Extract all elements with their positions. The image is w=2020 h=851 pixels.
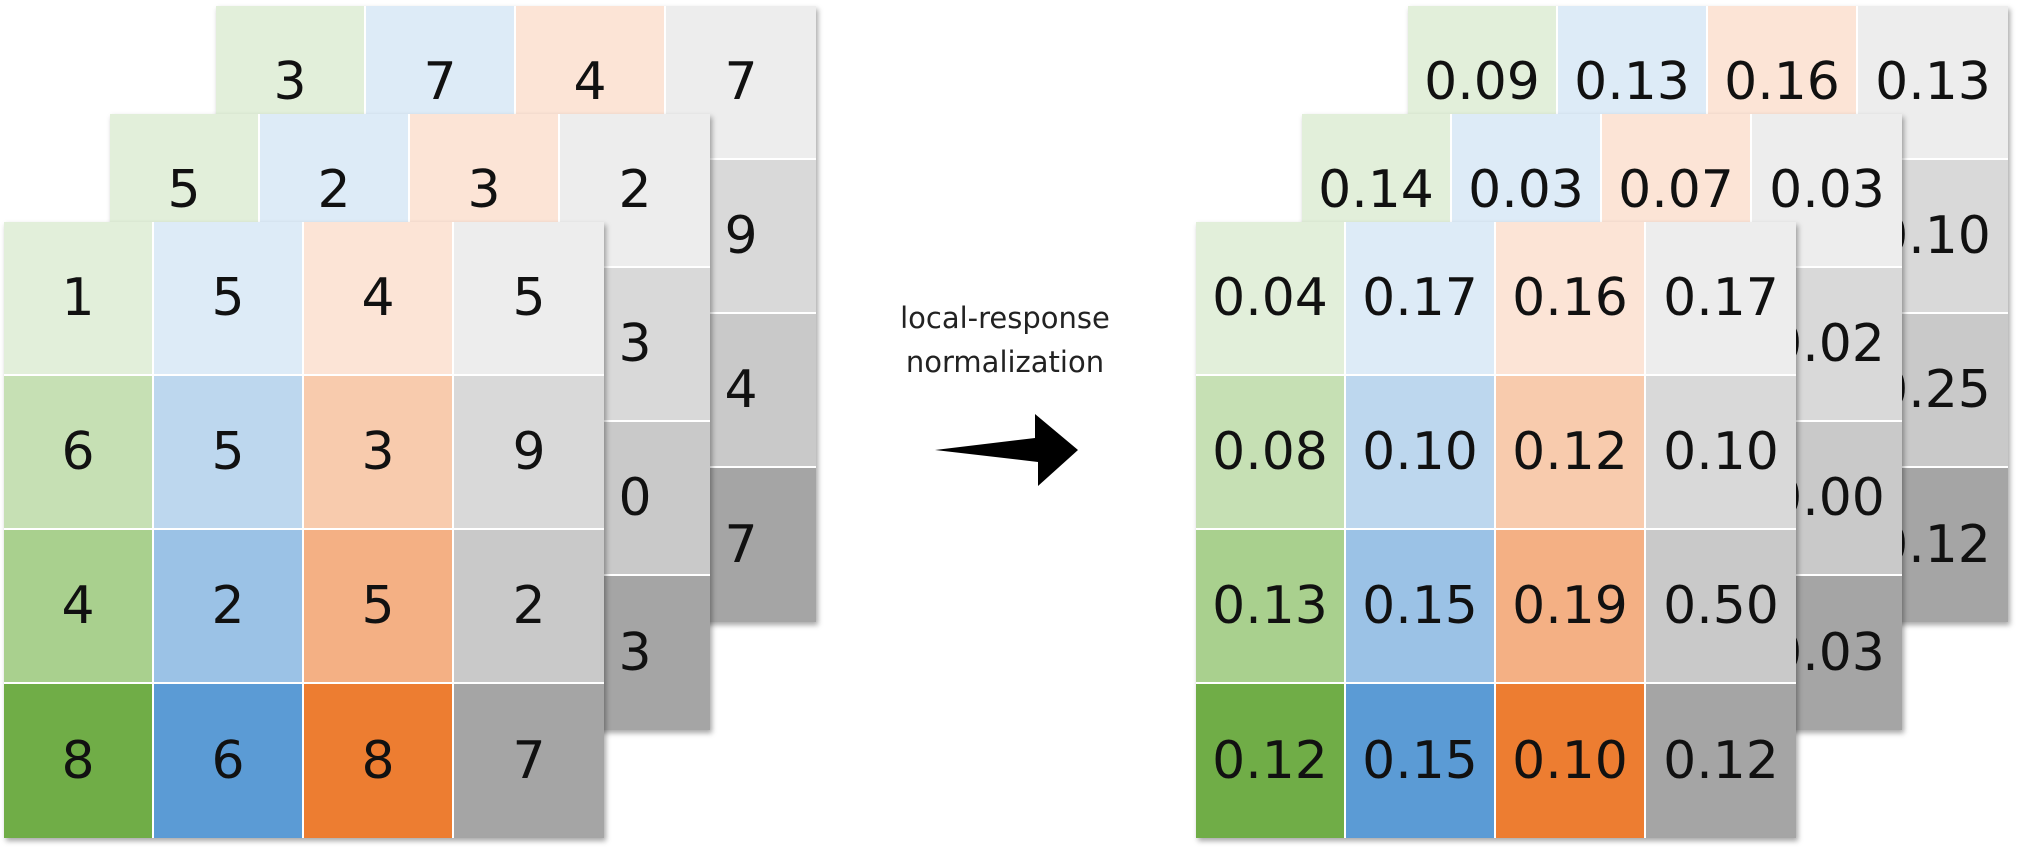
matrix-cell: 0.10 <box>1346 376 1496 530</box>
operation-label: local-response normalization <box>870 296 1140 384</box>
matrix-cell: 0.12 <box>1496 376 1646 530</box>
matrix-cell: 5 <box>454 222 604 376</box>
matrix-cell: 4 <box>4 530 154 684</box>
matrix-cell: 5 <box>154 222 304 376</box>
matrix-cell: 0.04 <box>1196 222 1346 376</box>
matrix-cell: 6 <box>4 376 154 530</box>
matrix-cell: 2 <box>154 530 304 684</box>
matrix-cell: 8 <box>4 684 154 838</box>
matrix-cell: 0.15 <box>1346 684 1496 838</box>
matrix-cell: 0.13 <box>1196 530 1346 684</box>
matrix-cell: 4 <box>304 222 454 376</box>
matrix-cell: 7 <box>454 684 604 838</box>
output-channel-front: 0.04 0.17 0.16 0.17 0.08 0.10 0.12 0.10 0.13 0.15… <box>1196 222 1796 838</box>
matrix-cell: 0.50 <box>1646 530 1796 684</box>
matrix-cell: 0.10 <box>1496 684 1646 838</box>
matrix-cell: 5 <box>154 376 304 530</box>
matrix-cell: 5 <box>304 530 454 684</box>
matrix-cell: 0.19 <box>1496 530 1646 684</box>
matrix-cell: 1 <box>4 222 154 376</box>
operation-label-line2: normalization <box>905 345 1105 379</box>
matrix-cell: 0.16 <box>1496 222 1646 376</box>
output-channel-front-grid: 0.04 0.17 0.16 0.17 0.08 0.10 0.12 0.10 0.13 0.15… <box>1196 222 1796 838</box>
matrix-cell: 0.12 <box>1196 684 1346 838</box>
matrix-cell: 0.17 <box>1346 222 1496 376</box>
operation-label-line1: local-response <box>900 301 1110 335</box>
matrix-cell: 0.12 <box>1646 684 1796 838</box>
matrix-cell: 3 <box>304 376 454 530</box>
matrix-cell: 2 <box>454 530 604 684</box>
matrix-cell: 8 <box>304 684 454 838</box>
matrix-cell: 0.10 <box>1646 376 1796 530</box>
matrix-cell: 0.15 <box>1346 530 1496 684</box>
matrix-cell: 0.08 <box>1196 376 1346 530</box>
arrow-right-shape <box>935 414 1078 486</box>
matrix-cell: 7 <box>666 6 816 160</box>
matrix-cell: 6 <box>154 684 304 838</box>
arrow-right-icon <box>935 414 1078 486</box>
matrix-cell: 9 <box>454 376 604 530</box>
matrix-cell: 0.17 <box>1646 222 1796 376</box>
